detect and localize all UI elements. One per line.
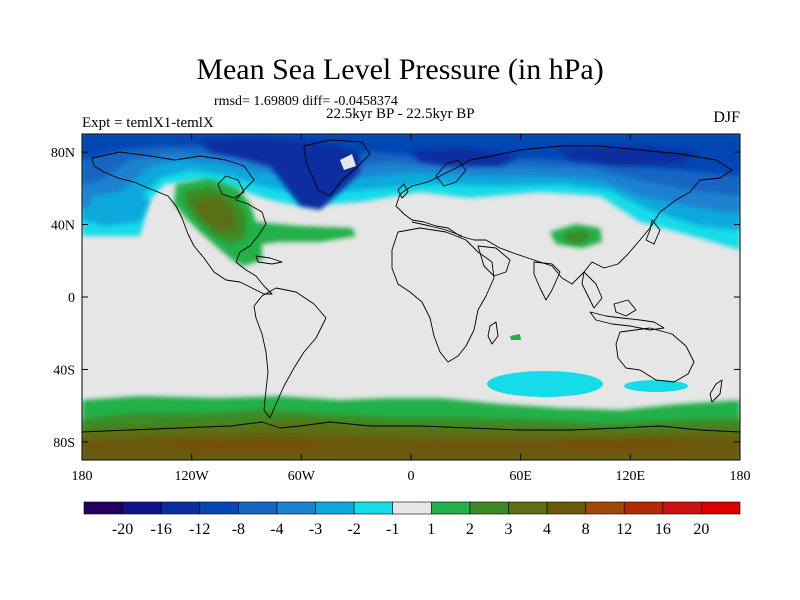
colorbar-swatch bbox=[276, 501, 316, 515]
lon-tick-label: 60E bbox=[509, 469, 532, 484]
lon-tick-label: 0 bbox=[408, 469, 415, 484]
colorbar-swatch bbox=[83, 501, 123, 515]
colorbar-label: -3 bbox=[309, 521, 322, 538]
lat-tick-label: 80S bbox=[53, 436, 75, 451]
colorbar-swatch bbox=[238, 501, 278, 515]
colorbar-label: 1 bbox=[427, 521, 435, 538]
colorbar-label: 4 bbox=[543, 521, 551, 538]
colorbar-label: -12 bbox=[189, 521, 210, 538]
coastlines bbox=[82, 139, 740, 433]
colorbar-swatch bbox=[469, 501, 509, 515]
south-negative-anomaly bbox=[487, 371, 688, 397]
lat-tick-label: 80N bbox=[51, 146, 75, 161]
page-title: Mean Sea Level Pressure (in hPa) bbox=[196, 53, 604, 86]
lon-tick-label: 120E bbox=[616, 469, 646, 484]
colorbar-label: 8 bbox=[582, 521, 590, 538]
colorbar-label: 3 bbox=[504, 521, 512, 538]
colorbar-swatch bbox=[353, 501, 394, 515]
colorbar-label: 2 bbox=[466, 521, 474, 538]
colorbar-swatch bbox=[392, 501, 432, 515]
colorbar-swatch bbox=[315, 501, 355, 515]
north-negative-anomaly bbox=[82, 134, 740, 250]
colorbar-swatch bbox=[662, 501, 702, 515]
colorbar-swatch bbox=[508, 501, 548, 515]
latitude-axis: 80N 40N 0 40S 80S bbox=[51, 146, 740, 451]
colorbar-label: 16 bbox=[655, 521, 671, 538]
colorbar-label: -2 bbox=[347, 521, 360, 538]
colorbar-label: -1 bbox=[386, 521, 399, 538]
lat-tick-label: 40N bbox=[51, 219, 75, 234]
colorbar-swatch bbox=[585, 501, 625, 515]
experiment-label: Expt = temlX1-temlX bbox=[82, 115, 214, 131]
season-label: DJF bbox=[713, 109, 740, 126]
north-positive-anomaly bbox=[174, 178, 602, 340]
longitude-axis: 180 120W 60W 0 60E 120E 180 bbox=[72, 134, 751, 484]
colorbar-label: -16 bbox=[151, 521, 172, 538]
lon-tick-label: 60W bbox=[288, 469, 316, 484]
colorbar-label: -20 bbox=[112, 521, 133, 538]
lon-tick-label: 180 bbox=[730, 469, 751, 484]
colorbar-swatch bbox=[623, 501, 664, 515]
colorbar-swatch bbox=[199, 501, 239, 515]
lon-tick-label: 120W bbox=[175, 469, 210, 484]
lat-tick-label: 40S bbox=[53, 363, 75, 378]
period-label: 22.5kyr BP - 22.5kyr BP bbox=[326, 106, 475, 122]
lat-tick-label: 0 bbox=[68, 291, 75, 306]
colorbar-swatch bbox=[546, 501, 586, 515]
rmsd-diff-stats: rmsd= 1.69809 diff= -0.0458374 bbox=[214, 94, 398, 109]
colorbar-label: 20 bbox=[693, 521, 709, 538]
colorbar-swatch bbox=[701, 501, 741, 515]
lon-tick-label: 180 bbox=[72, 469, 93, 484]
colorbar-label: -4 bbox=[270, 521, 283, 538]
colorbar-swatch bbox=[430, 501, 471, 515]
colorbar: -20 -16 -12 -8 -4 -3 -2 -1 1 2 3 4 8 12 16 20 bbox=[83, 501, 741, 538]
colorbar-swatch bbox=[122, 501, 162, 515]
map-panel bbox=[82, 134, 740, 460]
colorbar-label: -8 bbox=[232, 521, 245, 538]
colorbar-label: 12 bbox=[616, 521, 632, 538]
colorbar-swatch bbox=[160, 501, 201, 515]
